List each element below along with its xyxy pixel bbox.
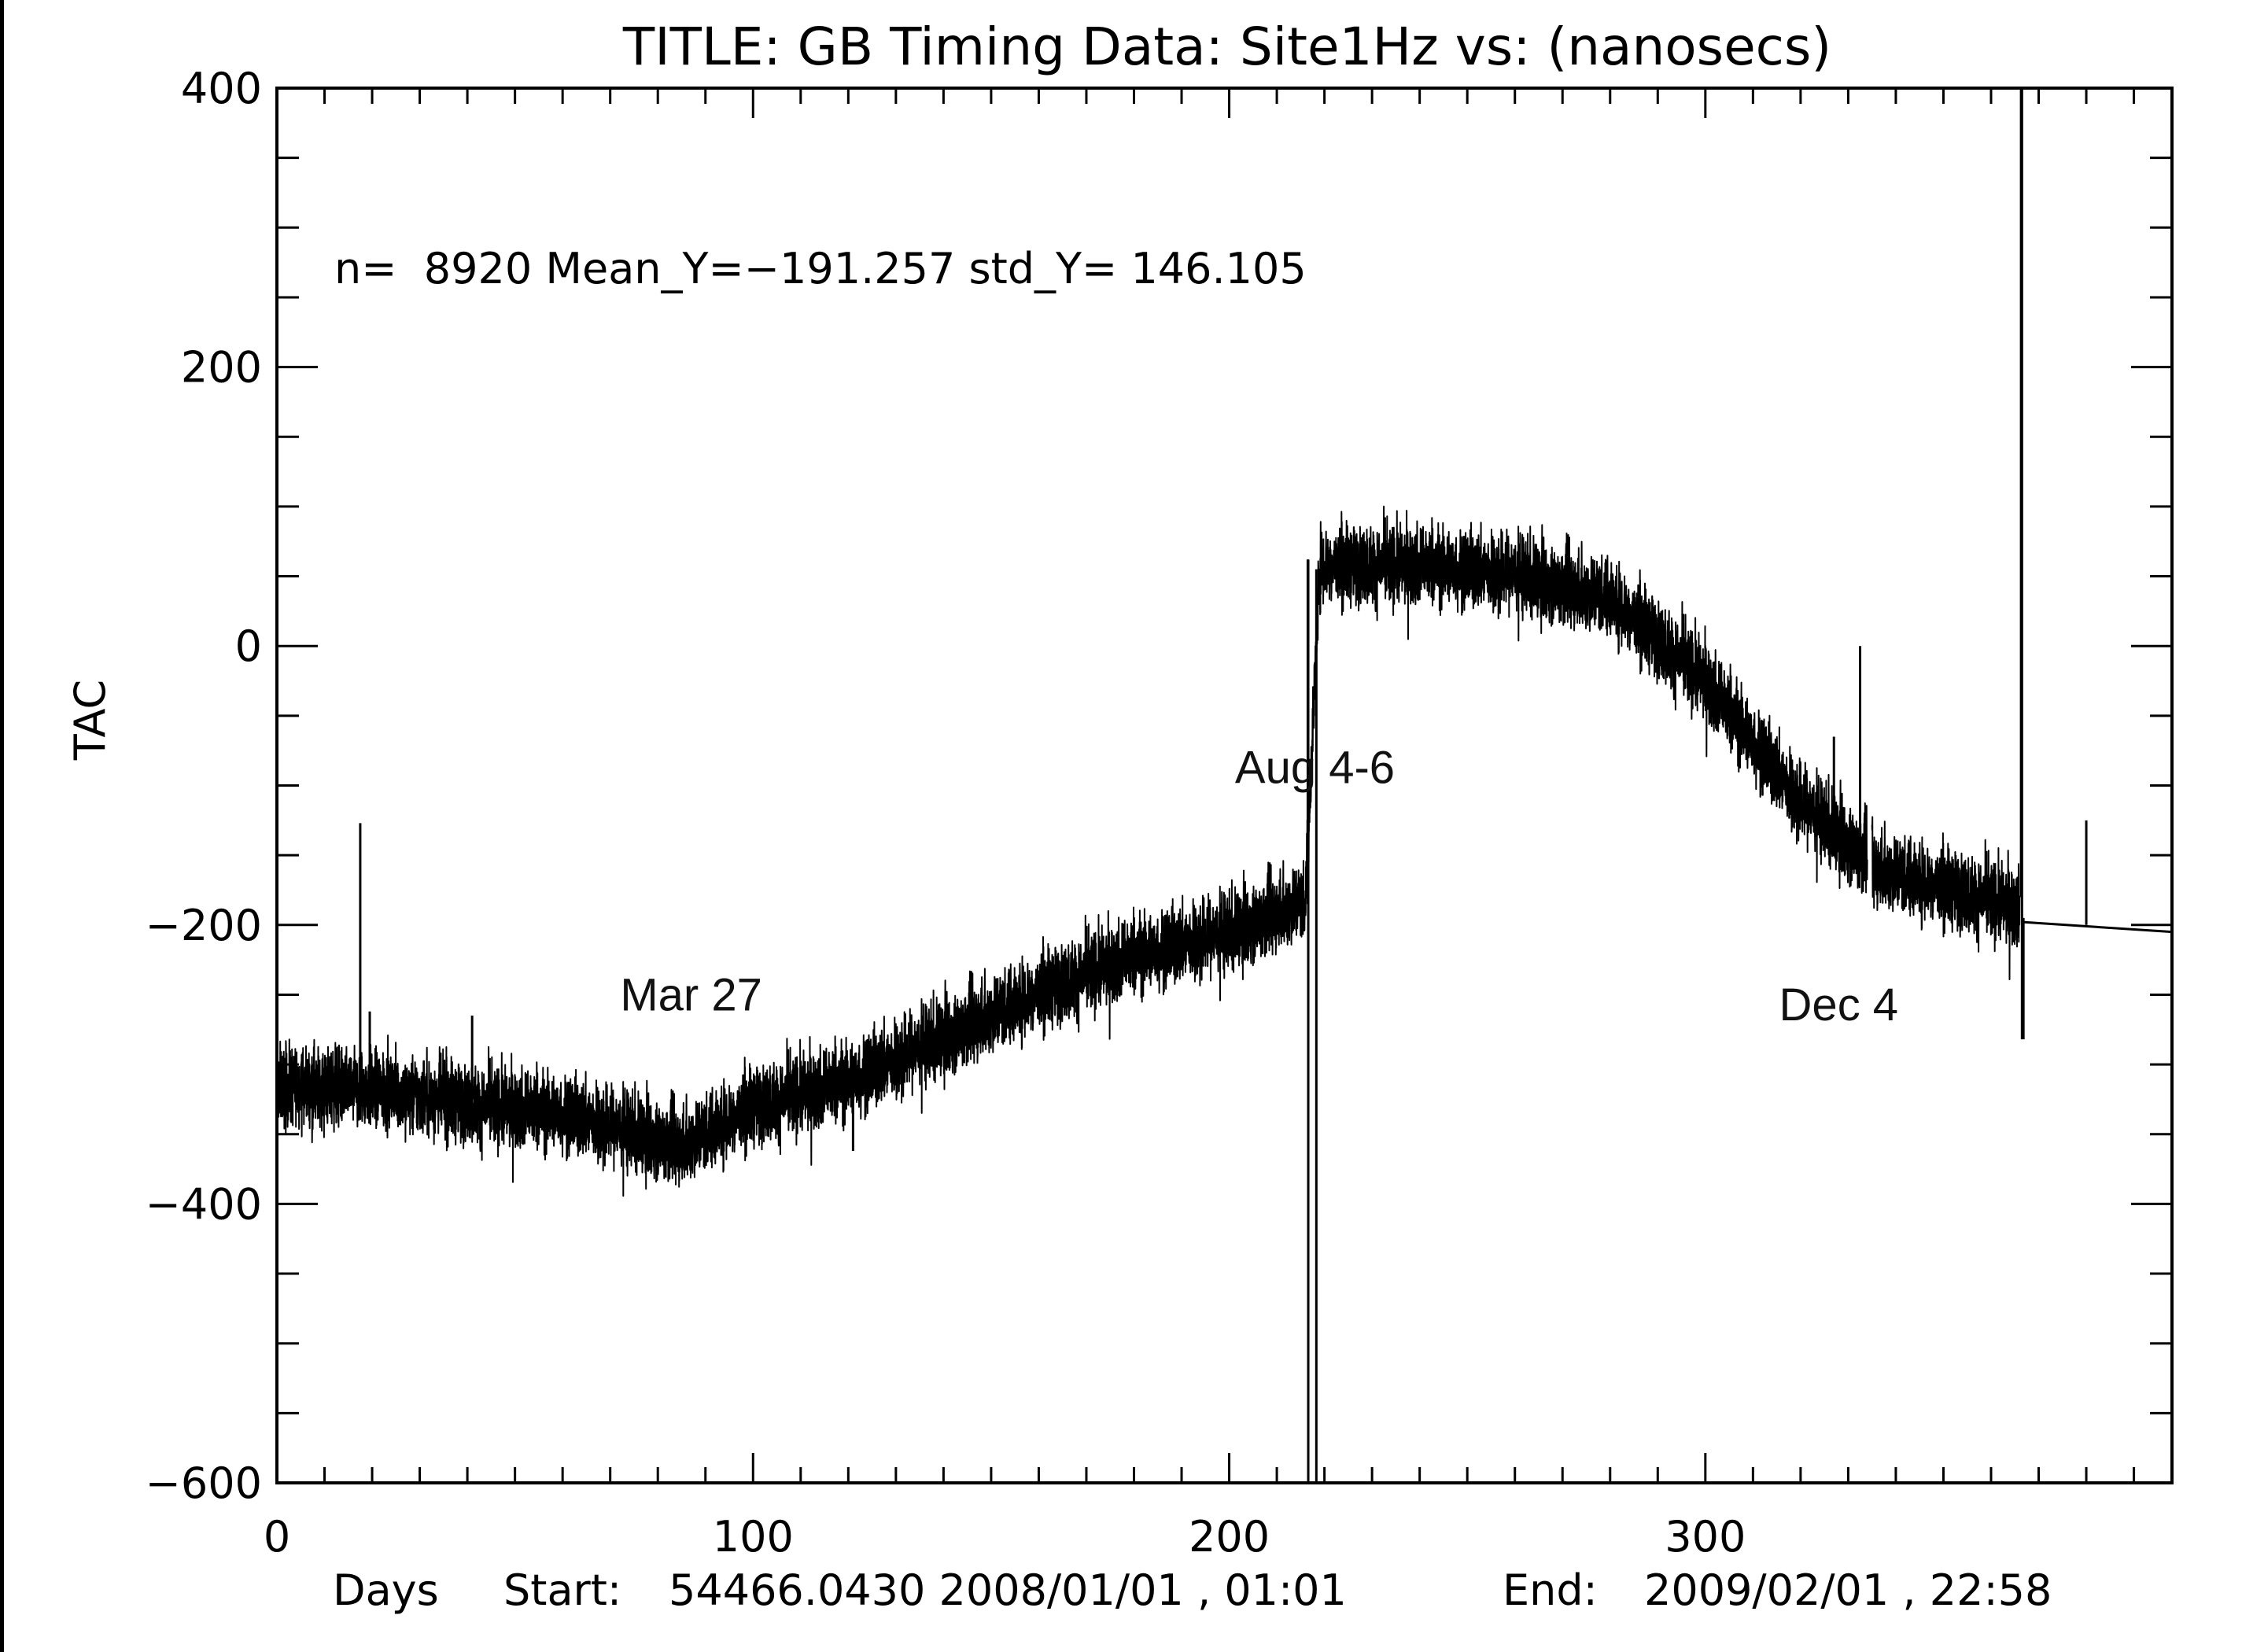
axis-tick-labels: 0 100 200 300 400 200 0 −200 −400 −600	[146, 64, 1746, 1562]
data-layer	[276, 88, 2173, 1483]
event-annotations: Mar 27 Aug 4-6 Dec 4	[620, 742, 1898, 1030]
y-tick-label: −600	[146, 1458, 262, 1508]
x-axis-label: Days	[333, 1565, 439, 1615]
series-line-segment	[1871, 816, 2021, 980]
y-tick-label: −400	[146, 1179, 262, 1229]
start-label: Start:	[503, 1565, 621, 1615]
event-annotation: Aug 4-6	[1235, 742, 1395, 793]
series-line-segment	[2024, 920, 2173, 934]
y-axis-label: TAC	[65, 680, 115, 761]
end-value: 2009/02/01 , 22:58	[1644, 1565, 2052, 1615]
x-tick-label: 200	[1189, 1512, 1270, 1562]
timing-chart: TITLE: GB Timing Data: Site1Hz vs: (nano…	[65, 17, 2174, 1615]
event-annotation: Mar 27	[620, 969, 762, 1020]
y-tick-label: 0	[235, 621, 262, 671]
start-value: 54466.0430 2008/01/01 , 01:01	[669, 1565, 1347, 1615]
end-label: End:	[1503, 1565, 1598, 1615]
chart-title: TITLE: GB Timing Data: Site1Hz vs: (nano…	[622, 17, 1831, 77]
axis-ticks	[275, 87, 2172, 1484]
y-tick-label: −200	[146, 901, 262, 950]
stats-annotation: n= 8920 Mean_Y=−191.257 std_Y= 146.105	[334, 244, 1307, 293]
event-annotation: Dec 4	[1779, 979, 1899, 1031]
x-tick-label: 100	[713, 1512, 794, 1562]
x-tick-label: 0	[264, 1512, 290, 1562]
x-tick-label: 300	[1665, 1512, 1746, 1562]
plot-frame	[275, 87, 2174, 1484]
y-tick-label: 400	[181, 64, 262, 113]
y-tick-label: 200	[181, 343, 262, 393]
series-line-segment	[276, 505, 1868, 1197]
